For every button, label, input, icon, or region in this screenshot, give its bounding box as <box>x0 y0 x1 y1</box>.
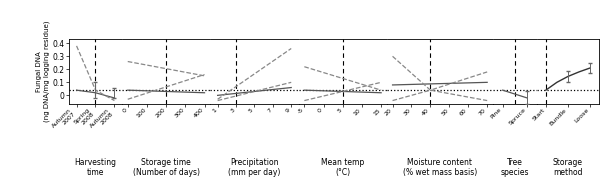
Text: Storage
method: Storage method <box>553 158 583 177</box>
Text: Storage time
(Number of days): Storage time (Number of days) <box>133 158 200 177</box>
Text: Tree
species: Tree species <box>500 158 529 177</box>
Text: Moisture content
(% wet mass basis): Moisture content (% wet mass basis) <box>403 158 477 177</box>
Y-axis label: Fungal DNA
(ng DNA/mg logging residue): Fungal DNA (ng DNA/mg logging residue) <box>37 21 50 122</box>
Text: Mean temp
(°C): Mean temp (°C) <box>321 158 364 177</box>
Text: Precipitation
(mm per day): Precipitation (mm per day) <box>228 158 281 177</box>
Text: Harvesting
time: Harvesting time <box>74 158 116 177</box>
